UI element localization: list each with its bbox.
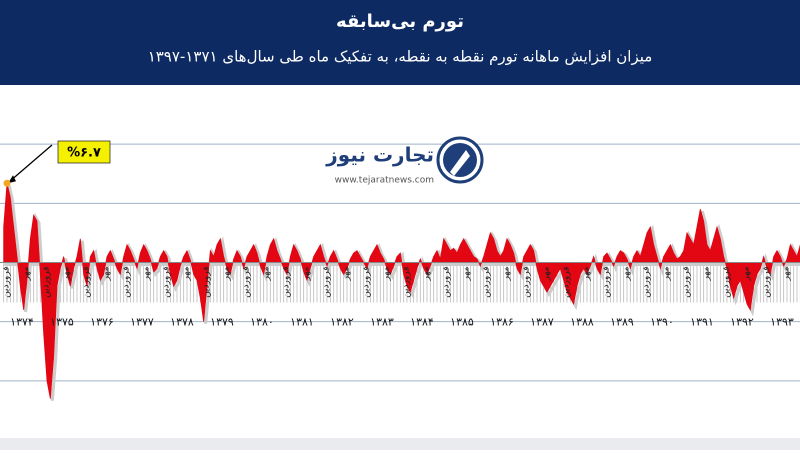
month-label: مهر <box>422 266 432 281</box>
month-label: فروردین <box>82 267 92 298</box>
month-label: فروردین <box>682 267 692 298</box>
month-label: فروردین <box>122 267 132 298</box>
x-tick-label: ۱۳۷۹ <box>210 316 234 329</box>
month-label: فروردین <box>602 267 612 298</box>
peak-point <box>3 179 11 187</box>
month-label: فروردین <box>762 267 772 298</box>
x-tick-label: ۱۳۸۱ <box>290 316 314 329</box>
month-label: مهر <box>502 266 512 281</box>
month-label: فروردین <box>242 267 252 298</box>
x-tick-label: ۱۳۹۳ <box>770 316 794 329</box>
month-label: فروردین <box>202 267 212 298</box>
month-label: مهر <box>262 266 272 281</box>
month-label: فروردین <box>42 267 52 298</box>
month-label: مهر <box>62 266 72 281</box>
x-tick-label: ۱۳۹۱ <box>690 316 714 329</box>
month-label: فروردین <box>522 267 532 298</box>
annotation-arrowhead <box>8 175 16 184</box>
month-label: فروردین <box>562 267 572 298</box>
month-label: فروردین <box>362 267 372 298</box>
logo-url: www.tejaratnews.com <box>335 176 434 186</box>
footer-band <box>0 438 800 450</box>
month-label: فروردین <box>322 267 332 298</box>
x-tick-label: ۱۳۸۶ <box>490 316 514 329</box>
month-label: مهر <box>662 266 672 281</box>
x-tick-label: ۱۳۷۴ <box>10 316 34 329</box>
x-tick-label: ۱۳۸۰ <box>250 316 274 329</box>
month-label: مهر <box>742 266 752 281</box>
annotation-box <box>57 140 111 164</box>
month-label: مهر <box>22 266 32 281</box>
x-tick-label: ۱۳۸۷ <box>530 316 554 329</box>
month-label: فروردین <box>162 267 172 298</box>
month-label: فروردین <box>642 267 652 298</box>
x-tick-label: ۱۳۸۵ <box>450 316 474 329</box>
x-tick-label: ۱۳۸۳ <box>370 316 394 329</box>
logo-arrow <box>450 150 470 176</box>
month-label: فروردین <box>442 267 452 298</box>
x-tick-label: ۱۳۹۲ <box>730 316 754 329</box>
month-label: مهر <box>782 266 792 281</box>
month-label: مهر <box>182 266 192 281</box>
chart-title: تورم بی‌سابقه <box>336 11 464 32</box>
month-label: فروردین <box>482 267 492 298</box>
plot: ۱۳۷۴ فروردین مهر ۱۳۷۵ فروردین مهر ۱۳۷۶ فروردین م… <box>0 140 800 401</box>
month-label: مهر <box>582 266 592 281</box>
month-label: مهر <box>302 266 312 281</box>
x-tick-label: ۱۳۷۸ <box>170 316 194 329</box>
month-label: فروردین <box>722 267 732 298</box>
x-tick-label: ۱۳۸۲ <box>330 316 354 329</box>
month-label: مهر <box>102 266 112 281</box>
annotation-label: %۶.۷ <box>67 146 101 161</box>
month-label: مهر <box>462 266 472 281</box>
x-tick-label: ۱۳۹۰ <box>650 316 674 329</box>
month-label: فروردین <box>2 267 12 298</box>
logo: تجارت نیوز www.tejaratnews.com <box>325 136 484 186</box>
chart-subtitle: میزان افزایش ماهانه تورم نقطه به نقطه، ب… <box>148 48 653 66</box>
month-label: مهر <box>342 266 352 281</box>
logo-name: تجارت نیوز <box>325 143 434 167</box>
header-band <box>0 0 800 85</box>
x-tick-label: ۱۳۷۶ <box>90 316 114 329</box>
x-tick-label: ۱۳۷۵ <box>50 316 74 329</box>
month-label: مهر <box>382 266 392 281</box>
month-label: مهر <box>222 266 232 281</box>
month-label: فروردین <box>402 267 412 298</box>
annotation-arrow <box>10 144 53 181</box>
month-label: مهر <box>622 266 632 281</box>
x-tick-label: ۱۳۷۷ <box>130 316 154 329</box>
month-label: مهر <box>542 266 552 281</box>
x-tick-label: ۱۳۸۸ <box>570 316 594 329</box>
x-tick-label: ۱۳۸۴ <box>410 316 434 329</box>
month-label: مهر <box>702 266 712 281</box>
x-tick-label: ۱۳۸۹ <box>610 316 634 329</box>
month-label: فروردین <box>282 267 292 298</box>
month-label: مهر <box>142 266 152 281</box>
